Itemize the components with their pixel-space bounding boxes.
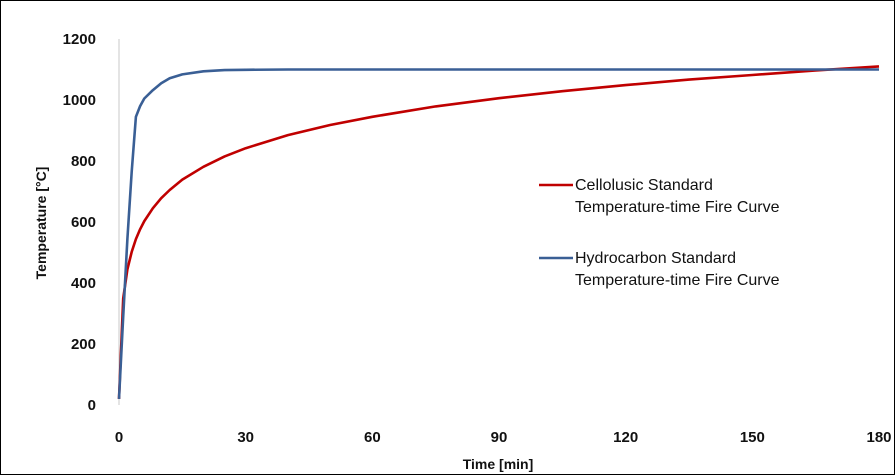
x-tick-labels: 0 30 60 90 120 150 180 xyxy=(115,429,892,446)
legend-label-2: Temperature-time Fire Curve xyxy=(575,272,780,289)
x-axis: 0 30 60 90 120 150 180 xyxy=(115,429,892,446)
y-tick-label: 600 xyxy=(71,214,96,231)
y-tick-label: 1200 xyxy=(63,31,96,48)
series-line-2 xyxy=(117,68,879,399)
x-tick-label: 60 xyxy=(364,429,381,446)
y-tick-label: 800 xyxy=(71,153,96,170)
legend-label-1: Temperature-time Fire Curve xyxy=(575,199,780,216)
x-tick-label: 0 xyxy=(115,429,123,446)
series-line-1 xyxy=(117,65,880,399)
y-axis-title: Temperature [°C] xyxy=(33,167,49,280)
legend-label-2: Hydrocarbon Standard xyxy=(575,250,736,267)
y-tick-labels: 0 200 400 600 800 1000 1200 xyxy=(63,31,96,414)
x-tick-label: 30 xyxy=(237,429,254,446)
x-tick-label: 150 xyxy=(740,429,765,446)
legend: Cellolusic Standard Temperature-time Fire… xyxy=(539,177,780,289)
legend-label-1: Cellolusic Standard xyxy=(575,177,713,194)
y-tick-label: 0 xyxy=(88,397,96,414)
y-tick-label: 1000 xyxy=(63,92,96,109)
series-lines xyxy=(117,65,880,399)
y-tick-label: 200 xyxy=(71,336,96,353)
y-axis: 0 200 400 600 800 1000 1200 xyxy=(63,31,120,414)
x-tick-label: 180 xyxy=(866,429,891,446)
x-axis-title: Time [min] xyxy=(463,456,534,472)
y-tick-label: 400 xyxy=(71,275,96,292)
x-tick-label: 120 xyxy=(613,429,638,446)
x-tick-label: 90 xyxy=(491,429,508,446)
